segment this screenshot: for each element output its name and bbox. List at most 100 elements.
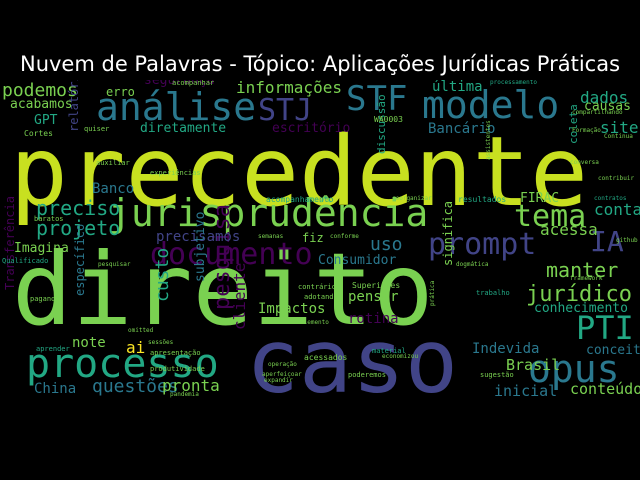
word-93: conforme <box>330 233 359 240</box>
word-53: causas <box>584 99 631 114</box>
word-17: projeto <box>36 216 121 240</box>
word-35: conhecimento <box>534 301 628 316</box>
word-4: jurisprudência <box>108 191 429 235</box>
word-3: processo <box>26 341 219 387</box>
word-14: IA <box>590 225 624 258</box>
word-84: baratos <box>34 215 64 223</box>
word-54: última <box>432 80 483 95</box>
word-79: Cortes <box>24 129 53 138</box>
word-92: compartilhando <box>572 109 623 116</box>
word-21: cliente <box>230 262 249 330</box>
word-59: significa <box>441 200 455 266</box>
word-97: dogmática <box>456 261 489 268</box>
word-29: site <box>600 118 639 137</box>
word-77: material <box>372 347 406 355</box>
word-60: Transferência <box>3 196 17 290</box>
word-85: aprender <box>36 345 70 353</box>
word-94: pandemia <box>170 391 199 398</box>
word-38: conteúdo <box>570 380 640 398</box>
word-50: escritório <box>272 121 351 136</box>
word-63: segurança <box>144 80 215 88</box>
word-40: Indevida <box>472 341 540 357</box>
word-47: China <box>34 381 77 397</box>
word-27: acessa <box>540 220 598 239</box>
word-69: acessados <box>304 353 348 362</box>
word-102: contratos <box>594 195 627 202</box>
word-12: tema <box>514 199 587 234</box>
word-9: STJ <box>258 93 313 128</box>
word-19: manter <box>546 258 619 282</box>
word-66: sugestão <box>480 371 514 379</box>
word-11: prompt <box>428 227 537 262</box>
word-107: assistentes <box>485 120 492 160</box>
word-10: opus <box>528 347 620 391</box>
word-76: adotando <box>304 293 338 301</box>
word-101: prática <box>429 280 436 306</box>
word-37: inicial <box>494 382 558 400</box>
word-80: quiser <box>84 125 110 133</box>
word-108: framework <box>570 275 603 282</box>
word-110: conversa <box>570 159 599 166</box>
word-68: Superiores <box>352 281 401 290</box>
word-7: modelo <box>422 83 560 127</box>
word-95: omitted <box>128 327 154 334</box>
word-41: Impactos <box>258 301 326 317</box>
word-13: PTI <box>576 309 634 347</box>
word-78: acompanhar <box>172 80 215 87</box>
word-71: WA0003 <box>374 115 403 124</box>
word-30: conta <box>594 200 640 219</box>
word-65: resultados <box>458 195 507 204</box>
word-26: uso <box>370 234 403 255</box>
word-82: pagando <box>30 295 60 303</box>
word-48: Imagina <box>14 241 69 256</box>
word-cloud: precedente direito caso processo jurisprudên… <box>0 80 640 400</box>
word-90: Formação <box>572 127 601 134</box>
word-64: fiz <box>302 231 324 245</box>
word-33: ai <box>126 338 146 357</box>
word-5: documento <box>150 237 313 272</box>
word-45: precisamos <box>156 229 241 245</box>
word-39: conceitos <box>586 343 640 358</box>
word-24: informações <box>236 80 342 97</box>
word-51: acabamos <box>10 97 73 112</box>
word-22: questões <box>92 376 179 397</box>
word-81: auxiliar <box>96 159 130 167</box>
word-57: específico <box>73 223 87 296</box>
word-0: precedente <box>10 116 588 228</box>
word-8: STF <box>346 80 408 119</box>
word-55: discussão <box>375 94 388 154</box>
word-20: custo <box>152 247 173 302</box>
word-106: semanas <box>258 233 284 240</box>
word-87: expandir <box>264 377 293 384</box>
word-99: operação <box>268 361 297 368</box>
word-96: elemento <box>300 319 329 326</box>
word-89: Continua <box>604 133 633 140</box>
word-6: análise <box>96 85 257 129</box>
word-31: Banco <box>92 181 135 197</box>
word-58: subjetivo <box>193 211 208 282</box>
word-32: Bancário <box>428 121 496 137</box>
word-62: erro <box>106 85 135 99</box>
word-42: rotina <box>348 311 399 327</box>
word-75: contrário <box>298 283 336 291</box>
word-104: reorganizar <box>392 195 432 202</box>
word-25: podemos <box>2 80 78 101</box>
word-15: jurídico <box>526 282 632 307</box>
word-43: pensar <box>348 289 399 305</box>
word-34: note <box>72 335 106 351</box>
word-46: FIRAC <box>520 191 560 206</box>
word-2: caso <box>246 310 458 401</box>
word-91: processamento <box>490 80 537 86</box>
word-88: economizou <box>382 353 419 360</box>
word-49: diretamente <box>140 121 227 136</box>
word-105: pesquisar <box>98 261 131 268</box>
word-73: experiências <box>150 169 201 177</box>
word-109: github <box>616 237 638 244</box>
word-18: preciso <box>36 196 121 220</box>
word-86: apresentação <box>150 349 201 357</box>
word-28: dados <box>580 88 629 107</box>
word-44: Consumidor <box>318 253 397 268</box>
word-1: direito <box>12 231 434 348</box>
word-52: GPT <box>34 113 58 128</box>
word-83: Qualificado <box>2 257 49 265</box>
